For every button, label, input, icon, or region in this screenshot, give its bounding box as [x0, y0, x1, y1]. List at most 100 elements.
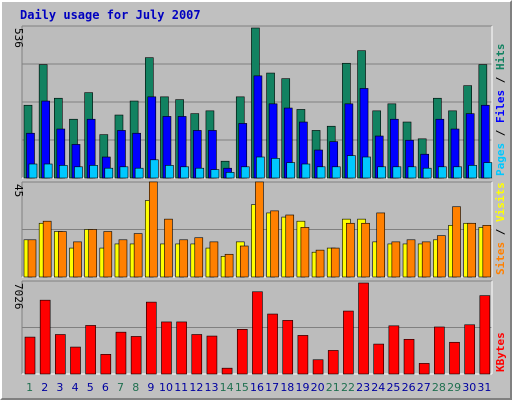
day-label: 30	[462, 381, 476, 394]
sites-bar	[361, 222, 370, 278]
day-label: 20	[311, 381, 325, 394]
pages-bar	[347, 155, 356, 179]
sites-bar	[467, 222, 476, 278]
day-label: 19	[295, 381, 309, 394]
pages-bar	[392, 166, 402, 179]
pages-bar	[407, 166, 417, 179]
kbytes-bar	[252, 291, 263, 375]
pages-bar	[438, 166, 447, 179]
chart-title: Daily usage for July 2007	[20, 8, 201, 22]
sites-bar	[406, 239, 416, 278]
kbytes-bar	[358, 282, 369, 375]
kbytes-bar	[70, 346, 81, 375]
legend-pages: Pages	[494, 143, 507, 176]
pages-bar	[74, 166, 83, 179]
kbytes-bar	[221, 367, 233, 375]
day-label: 26	[402, 381, 416, 394]
kbytes-bar	[479, 295, 491, 375]
legend-top: Pages / Files / Hits	[494, 44, 507, 177]
kbytes-bar	[176, 321, 187, 375]
max-label-middle: 45	[12, 184, 25, 197]
pages-bar	[286, 162, 296, 179]
legend-sep: /	[494, 129, 507, 136]
day-label: 13	[205, 381, 219, 394]
kbytes-bar	[24, 336, 36, 375]
kbytes-bar	[297, 335, 309, 375]
pages-bar	[89, 165, 98, 179]
day-label: 5	[87, 381, 94, 394]
pages-bar	[316, 166, 326, 179]
max-label-top: 536	[12, 28, 25, 48]
kbytes-bar	[327, 350, 339, 375]
kbytes-bar	[191, 334, 203, 375]
day-label: 11	[174, 381, 188, 394]
day-label: 23	[356, 381, 370, 394]
sites-bar	[255, 181, 264, 278]
legend-middle: Sites / Visits	[494, 182, 507, 275]
day-label: 29	[447, 381, 461, 394]
pages-bar	[468, 165, 477, 179]
day-label: 17	[265, 381, 279, 394]
sites-bar	[270, 210, 279, 278]
sites-bar	[452, 206, 461, 278]
kbytes-bar	[418, 363, 430, 375]
sites-bar	[421, 241, 431, 278]
pages-bar	[225, 172, 235, 179]
kbytes-bar	[373, 343, 385, 375]
legend-visits: Visits	[494, 182, 507, 222]
day-label: 8	[132, 381, 139, 394]
kbytes-bar	[464, 324, 475, 375]
pages-bar	[59, 165, 68, 179]
day-label: 18	[280, 381, 294, 394]
sites-bar	[376, 212, 386, 278]
legend-hits: Hits	[494, 44, 507, 71]
day-label: 25	[386, 381, 400, 394]
legend-files: Files	[494, 90, 507, 123]
pages-bar	[362, 156, 371, 179]
kbytes-bar	[449, 341, 460, 375]
kbytes-bar	[130, 336, 142, 375]
sites-bar	[133, 233, 143, 278]
pages-bar	[453, 166, 462, 179]
kbytes-bar	[161, 321, 172, 375]
day-label: 15	[235, 381, 249, 394]
pages-bar	[119, 166, 129, 179]
kbytes-bar	[312, 359, 324, 375]
kbytes-bar	[343, 310, 354, 375]
sites-bar	[148, 181, 158, 278]
kbytes-bar	[100, 354, 112, 375]
pages-bar	[149, 159, 159, 179]
sites-bar	[58, 231, 67, 278]
day-label: 16	[250, 381, 264, 394]
sites-bar	[88, 229, 97, 278]
sites-bar	[42, 220, 52, 278]
sites-bar	[437, 235, 446, 278]
day-label: 24	[371, 381, 385, 394]
kbytes-bar	[85, 325, 96, 375]
day-label: 21	[326, 381, 340, 394]
day-label: 31	[477, 381, 491, 394]
sites-bar	[300, 227, 310, 278]
day-label: 1	[26, 381, 33, 394]
hits-files-pages-panel	[21, 25, 493, 179]
legend-sites: Sites	[494, 242, 507, 275]
pages-bar	[301, 163, 311, 179]
pages-bar	[104, 167, 114, 179]
day-label: 9	[147, 381, 154, 394]
pages-bar	[240, 166, 250, 179]
day-label: 22	[341, 381, 355, 394]
sites-bar	[194, 237, 204, 278]
sites-bar	[27, 239, 37, 278]
day-label: 7	[117, 381, 124, 394]
day-label: 6	[102, 381, 109, 394]
sites-bar	[209, 241, 219, 278]
pages-bar	[377, 166, 387, 179]
pages-bar	[43, 163, 53, 179]
sites-bar	[224, 253, 234, 278]
sites-bar	[239, 245, 249, 278]
kbytes-bar	[145, 301, 157, 375]
kbytes-panel	[21, 280, 493, 375]
sites-bar	[330, 247, 340, 278]
kbytes-bar	[206, 335, 218, 375]
